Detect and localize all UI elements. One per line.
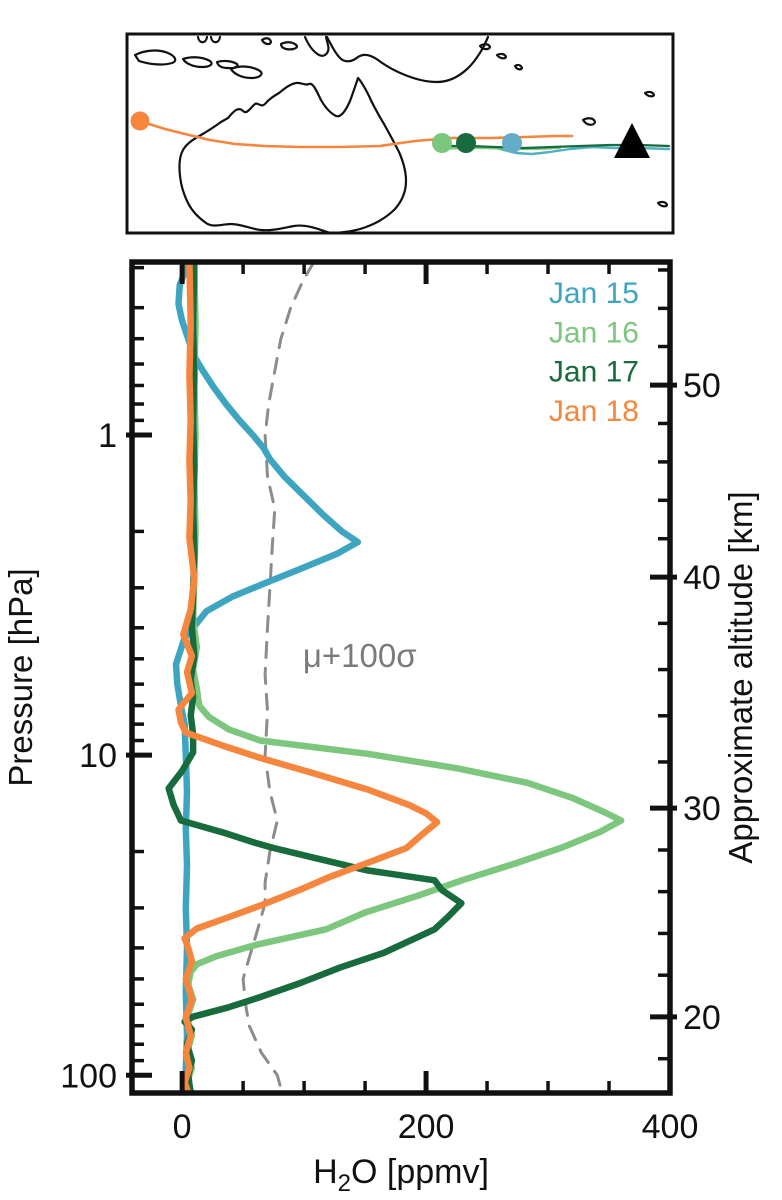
coastline-island-ne-2	[643, 90, 656, 98]
axis-labels: 1 10 100 0 200 400 50 40 30 20 Pressure [hPa] Appro…	[2, 277, 759, 1197]
pressure-tick-label: 1	[98, 417, 117, 455]
dot-jan15-marker	[502, 133, 522, 153]
pressure-tick-label: 10	[79, 737, 117, 775]
coastline-indonesia-2	[181, 56, 213, 69]
coastline-halmahera	[303, 35, 330, 57]
altitude-tick-label: 50	[683, 367, 721, 405]
series-jan18	[175, 262, 441, 1093]
coastline-island-ne-1	[279, 41, 299, 51]
coastline-solomons-1	[495, 52, 508, 60]
altitude-tick-label: 20	[683, 999, 721, 1037]
coastline-timor	[229, 65, 263, 80]
coastline-new-guinea	[325, 35, 490, 84]
coastline-island-se	[656, 200, 669, 208]
altitude-axis-title: Approximate altitude [km]	[722, 491, 759, 863]
coastline-top-notch-2	[209, 35, 222, 44]
pressure-axis-title: Pressure [hPa]	[2, 568, 39, 786]
map-frame	[125, 32, 675, 235]
coastline-indonesia-1	[133, 49, 177, 66]
legend-jan-16: Jan 16	[549, 316, 639, 349]
altitude-tick-label: 40	[683, 559, 721, 597]
axes-ticks	[126, 262, 677, 1093]
pressure-tick-label: 100	[60, 1057, 117, 1095]
series-jan15	[172, 262, 362, 1093]
coastline-vanuatu	[581, 117, 597, 126]
coastline-top-notch-1	[196, 35, 209, 44]
legend-jan-17: Jan 17	[549, 356, 639, 389]
h2o-tick-label: 400	[642, 1108, 699, 1146]
track-jan16	[439, 146, 562, 151]
h2o-axis-title: H2O [ppmv]	[313, 1153, 489, 1197]
plot-frame	[129, 259, 673, 1096]
dot-jan18-marker	[130, 111, 150, 131]
coastline-new-britain	[478, 43, 492, 51]
dot-jan17-marker	[456, 133, 476, 153]
coastline-sulawesi-tip	[260, 37, 273, 46]
dot-jan16-marker	[432, 133, 452, 153]
map-panel	[130, 35, 671, 233]
legend-jan-15: Jan 15	[549, 277, 639, 310]
h2o-tick-label: 0	[173, 1108, 192, 1146]
altitude-tick-label: 30	[683, 790, 721, 828]
series-mu-plus-100-sigma	[241, 262, 316, 1093]
legend-jan-18: Jan 18	[549, 395, 639, 428]
coastline-solomons-2	[513, 63, 524, 71]
coastline-australia	[178, 76, 408, 233]
h2o-tick-label: 200	[398, 1108, 455, 1146]
sigma-annotation-label: μ+100σ	[303, 637, 417, 674]
volcano-triangle-marker	[614, 123, 650, 158]
profile-panel	[165, 262, 625, 1093]
